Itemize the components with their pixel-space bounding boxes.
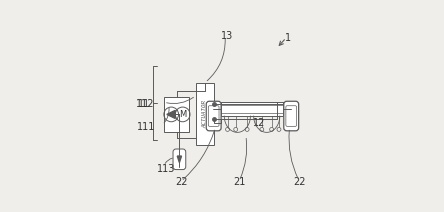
Text: 22: 22 — [293, 177, 305, 187]
Text: 113: 113 — [157, 164, 176, 174]
Text: 22: 22 — [175, 177, 187, 187]
Polygon shape — [177, 156, 182, 163]
Text: 111: 111 — [137, 122, 155, 132]
Text: 1: 1 — [285, 33, 291, 43]
Text: 11: 11 — [138, 99, 151, 109]
Text: M: M — [179, 110, 186, 119]
FancyBboxPatch shape — [284, 101, 299, 131]
Bar — [221, 102, 283, 116]
FancyBboxPatch shape — [206, 101, 221, 131]
Text: 112: 112 — [136, 99, 155, 109]
Bar — [164, 97, 189, 131]
FancyBboxPatch shape — [173, 149, 186, 170]
Polygon shape — [167, 110, 175, 119]
Text: 12: 12 — [253, 118, 266, 128]
Text: 13: 13 — [222, 31, 234, 41]
Text: 21: 21 — [234, 177, 246, 187]
FancyBboxPatch shape — [208, 106, 219, 126]
Text: ACTUATOR: ACTUATOR — [202, 100, 208, 128]
FancyBboxPatch shape — [286, 106, 297, 126]
Bar — [196, 83, 214, 145]
